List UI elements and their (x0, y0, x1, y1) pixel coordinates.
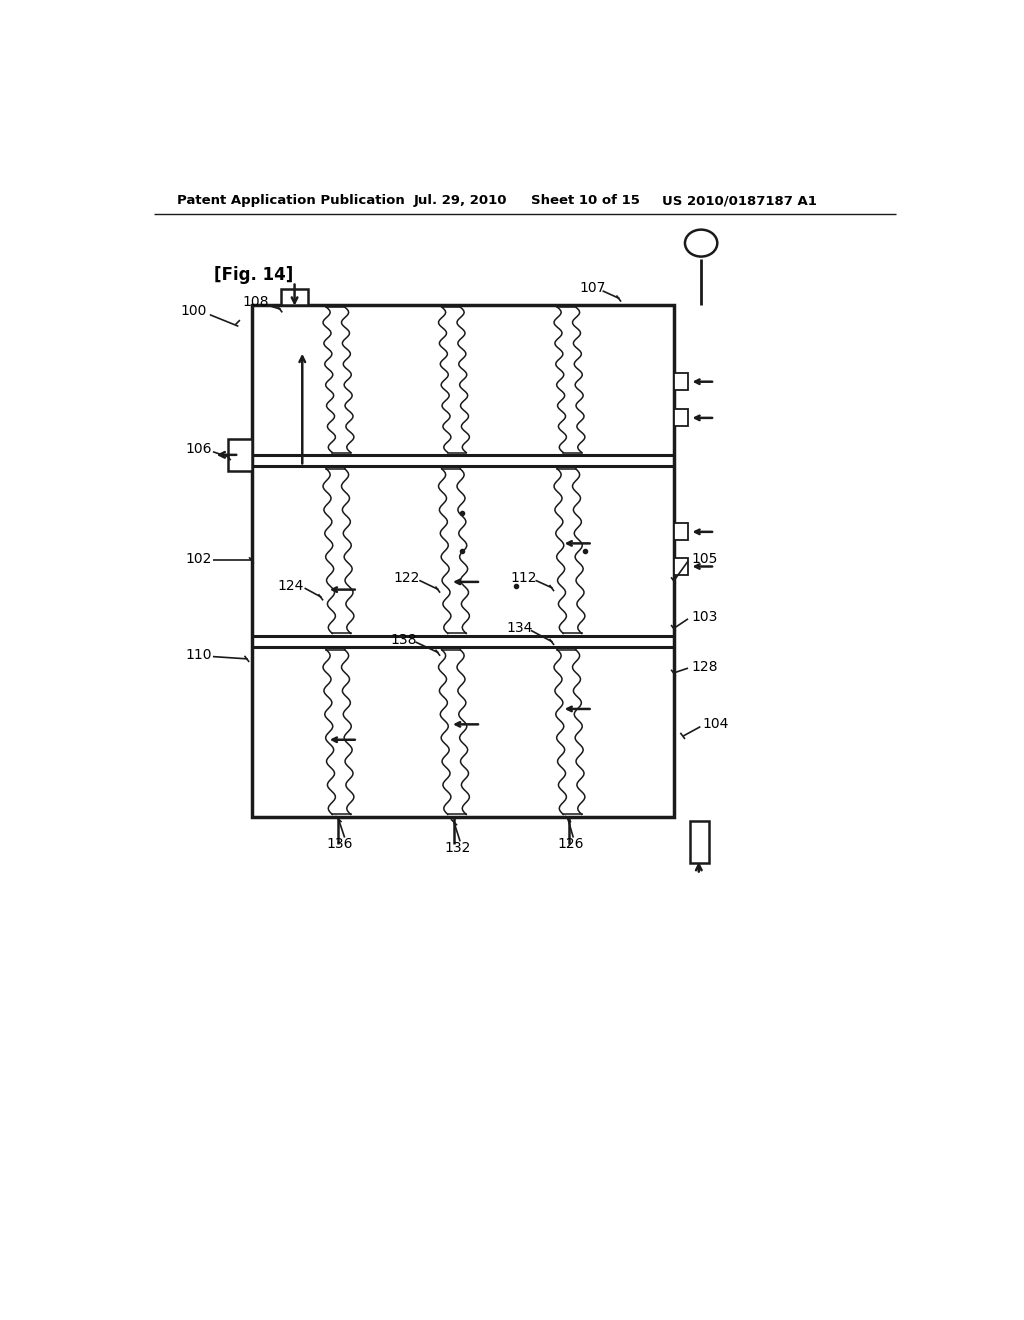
Bar (674, 374, 688, 391)
Text: 110: 110 (185, 648, 212, 663)
Bar (282, 289, 308, 305)
Bar (674, 409, 688, 426)
Text: 136: 136 (327, 837, 353, 850)
Text: 138: 138 (391, 632, 417, 647)
Text: 102: 102 (185, 552, 212, 566)
Text: 126: 126 (558, 837, 585, 850)
Text: 134: 134 (506, 622, 532, 635)
Text: Jul. 29, 2010: Jul. 29, 2010 (414, 194, 508, 207)
Bar (227, 438, 252, 471)
Text: 103: 103 (691, 610, 718, 623)
Text: Patent Application Publication: Patent Application Publication (177, 194, 404, 207)
Bar (674, 524, 688, 540)
Text: 107: 107 (580, 281, 606, 294)
Bar (674, 558, 688, 576)
Text: 104: 104 (702, 717, 729, 731)
Bar (252, 305, 674, 817)
Text: 132: 132 (444, 841, 471, 854)
Text: 112: 112 (510, 572, 537, 585)
Ellipse shape (685, 230, 717, 256)
Text: 124: 124 (278, 578, 304, 593)
Text: 105: 105 (691, 552, 718, 566)
Text: 122: 122 (393, 572, 420, 585)
Bar (689, 821, 709, 863)
Text: 106: 106 (185, 442, 212, 457)
Text: Sheet 10 of 15: Sheet 10 of 15 (531, 194, 640, 207)
Text: 100: 100 (180, 304, 207, 318)
Text: 128: 128 (691, 660, 718, 673)
Text: [Fig. 14]: [Fig. 14] (214, 267, 293, 284)
Text: US 2010/0187187 A1: US 2010/0187187 A1 (662, 194, 817, 207)
Text: 108: 108 (242, 296, 268, 309)
